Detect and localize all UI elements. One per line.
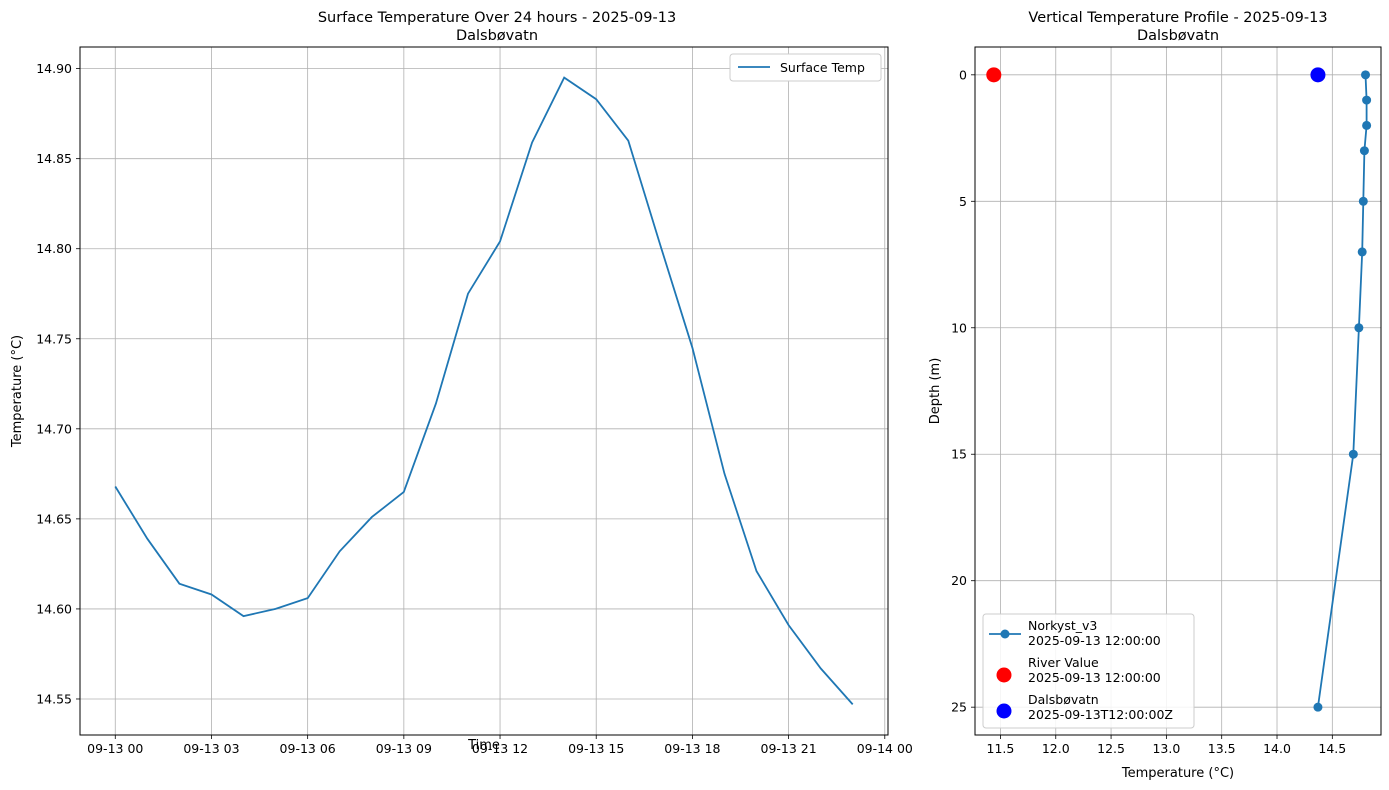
y-tick-label: 14.65 xyxy=(36,511,72,526)
y-tick-label: 14.70 xyxy=(36,421,72,436)
chart-subtitle: Dalsbøvatn xyxy=(456,28,538,44)
legend-label-line2: 2025-09-13 12:00:00 xyxy=(1028,670,1161,685)
vertical-profile-chart: Vertical Temperature Profile - 2025-09-1… xyxy=(928,10,1382,781)
norkyst-point xyxy=(1357,247,1367,257)
y-axis-ticks: 0 5 10 15 20 25 xyxy=(951,67,975,715)
x-tick-label: 12.5 xyxy=(1097,741,1125,756)
norkyst-point xyxy=(1358,196,1368,206)
legend-label: Dalsbøvatn 2025-09-13T12:00:00Z xyxy=(1028,692,1173,722)
x-axis-label: Temperature (°C) xyxy=(1121,766,1234,781)
chart-title: Vertical Temperature Profile - 2025-09-1… xyxy=(1028,10,1327,26)
legend-box xyxy=(729,53,882,82)
chart-subtitle: Dalsbøvatn xyxy=(1137,28,1219,44)
legend-entry-norkyst: Norkyst_v3 2025-09-13 12:00:00 xyxy=(989,618,1161,648)
norkyst-point xyxy=(1362,120,1372,130)
norkyst-point xyxy=(1313,702,1323,712)
x-axis-ticks: 09-13 00 09-13 03 09-13 06 09-13 09 09-13 12… xyxy=(87,735,913,756)
y-tick-label: 14.90 xyxy=(36,61,72,76)
x-axis-ticks: 11.5 12.0 12.5 13.0 13.5 14.0 14.5 xyxy=(987,735,1346,756)
x-tick-label: 09-13 00 xyxy=(87,741,143,756)
x-tick-label: 14.5 xyxy=(1318,741,1346,756)
legend: Surface Temp xyxy=(729,53,882,82)
legend-blue-marker xyxy=(996,703,1012,719)
legend-box xyxy=(982,613,1195,729)
x-tick-label: 12.0 xyxy=(1042,741,1070,756)
norkyst-point xyxy=(1361,70,1371,80)
legend-label-line1: Dalsbøvatn xyxy=(1028,692,1099,707)
x-tick-label: 09-14 00 xyxy=(857,741,913,756)
norkyst-point xyxy=(1359,146,1369,156)
y-axis-ticks: 14.55 14.60 14.65 14.70 14.75 14.80 14.85 14.90 xyxy=(36,61,80,706)
legend-label: River Value 2025-09-13 12:00:00 xyxy=(1028,655,1161,685)
river-value-point xyxy=(986,67,1002,83)
legend-entry-dalsbovatn: Dalsbøvatn 2025-09-13T12:00:00Z xyxy=(996,692,1173,722)
surface-temperature-chart: Surface Temperature Over 24 hours - 2025… xyxy=(10,10,913,756)
plot-frame xyxy=(79,46,889,736)
x-tick-label: 11.5 xyxy=(987,741,1015,756)
legend-label-line2: 2025-09-13 12:00:00 xyxy=(1028,633,1161,648)
norkyst-point xyxy=(1354,323,1364,333)
x-tick-label: 09-13 15 xyxy=(568,741,624,756)
y-tick-label: 0 xyxy=(959,67,967,82)
surface-temp-line xyxy=(114,76,854,705)
x-tick-label: 09-13 09 xyxy=(376,741,432,756)
x-tick-label: 09-13 18 xyxy=(664,741,720,756)
legend-label: Surface Temp xyxy=(780,60,865,75)
y-axis-label: Depth (m) xyxy=(928,358,943,425)
x-tick-label: 09-13 06 xyxy=(280,741,336,756)
legend-label-line2: 2025-09-13T12:00:00Z xyxy=(1028,707,1173,722)
y-tick-label: 14.60 xyxy=(36,601,72,616)
y-tick-label: 14.75 xyxy=(36,331,72,346)
legend-label-line1: River Value xyxy=(1028,655,1099,670)
legend-label: Norkyst_v3 2025-09-13 12:00:00 xyxy=(1028,618,1161,648)
grid-lines xyxy=(80,47,888,735)
y-tick-label: 25 xyxy=(951,700,967,715)
norkyst-point xyxy=(1362,95,1372,105)
x-tick-label: 13.0 xyxy=(1152,741,1180,756)
legend-label-line1: Norkyst_v3 xyxy=(1028,618,1097,633)
chart-title: Surface Temperature Over 24 hours - 2025… xyxy=(318,10,676,26)
x-tick-label: 13.5 xyxy=(1208,741,1236,756)
legend-entry-river-value: River Value 2025-09-13 12:00:00 xyxy=(996,655,1161,685)
dalsbovatn-point xyxy=(1310,67,1326,83)
plot-frame xyxy=(974,46,1382,736)
legend-red-marker xyxy=(996,667,1012,683)
x-tick-label: 09-13 21 xyxy=(761,741,817,756)
x-tick-label: 14.0 xyxy=(1263,741,1291,756)
y-tick-label: 14.85 xyxy=(36,151,72,166)
x-axis-label: Time xyxy=(467,738,500,753)
y-tick-label: 20 xyxy=(951,573,967,588)
legend: Norkyst_v3 2025-09-13 12:00:00 River Val… xyxy=(982,613,1195,729)
y-tick-label: 15 xyxy=(951,447,967,462)
x-tick-label: 09-13 03 xyxy=(183,741,239,756)
y-axis-label: Temperature (°C) xyxy=(10,335,25,448)
profile-series xyxy=(986,67,1372,712)
y-tick-label: 14.80 xyxy=(36,241,72,256)
norkyst-point xyxy=(1348,449,1358,459)
legend-point-marker xyxy=(1000,629,1010,639)
y-tick-label: 10 xyxy=(951,320,967,335)
y-tick-label: 5 xyxy=(959,194,967,209)
y-tick-label: 14.55 xyxy=(36,691,72,706)
x-tick-label: 09-13 12 xyxy=(472,741,528,756)
